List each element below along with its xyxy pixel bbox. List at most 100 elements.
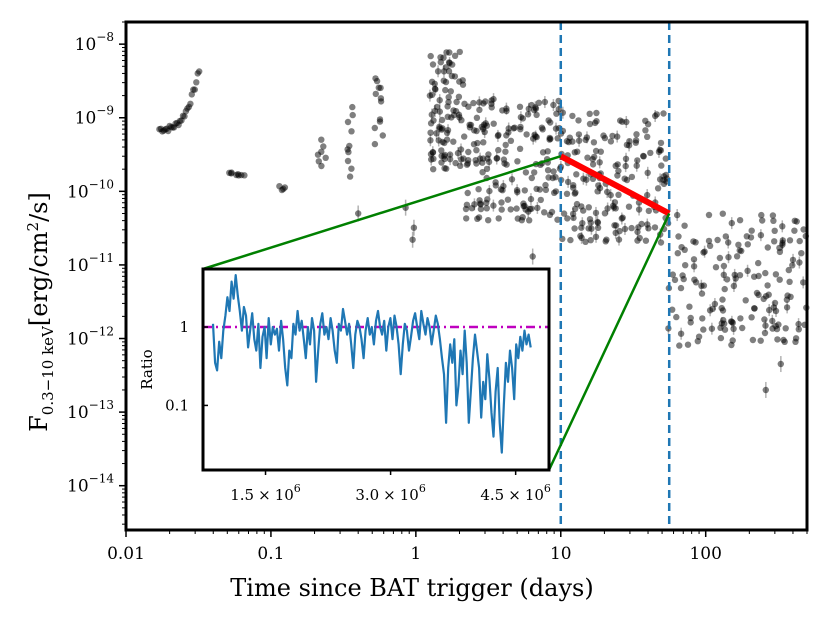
data-point (730, 325, 737, 332)
data-point (755, 259, 762, 267)
data-point (438, 159, 445, 166)
data-point (698, 282, 705, 289)
data-point (686, 303, 693, 310)
data-point (720, 271, 727, 278)
data-point (346, 173, 354, 180)
data-point (660, 173, 667, 180)
data-point (377, 84, 384, 92)
data-point (755, 291, 762, 299)
data-point (436, 97, 443, 104)
data-point (446, 151, 454, 158)
data-point (193, 79, 200, 86)
data-point (462, 205, 470, 213)
data-point (796, 237, 803, 245)
data-point (706, 242, 714, 249)
data-point (502, 141, 509, 149)
data-point (443, 165, 450, 172)
data-point (486, 187, 493, 195)
inset-x-tick-label: 3.0 × 106 (355, 482, 426, 504)
inset-x-tick-times: × (258, 486, 271, 504)
data-point (490, 202, 497, 209)
data-point (571, 190, 578, 197)
data-point (473, 114, 481, 122)
data-point (563, 190, 571, 197)
data-point (433, 130, 440, 137)
data-point (534, 204, 541, 212)
data-point (428, 91, 436, 99)
data-point (483, 199, 490, 206)
data-point (690, 238, 697, 245)
inset-x-tick-mantissa: 1.5 (230, 486, 254, 504)
data-point (662, 155, 669, 162)
data-point (449, 61, 456, 68)
y-tick-label: 10−11 (67, 251, 114, 276)
data-point (623, 141, 631, 149)
data-point (772, 271, 780, 278)
data-point (468, 205, 476, 212)
data-point (784, 292, 791, 299)
data-point (698, 290, 706, 297)
data-point (669, 271, 676, 278)
data-point (238, 171, 245, 179)
data-point (461, 133, 468, 140)
data-point (541, 209, 548, 216)
data-point (507, 206, 514, 213)
data-point (645, 207, 652, 215)
data-point (739, 324, 746, 332)
data-point (441, 139, 448, 147)
data-point (188, 91, 195, 98)
data-point (526, 217, 533, 224)
data-point (594, 224, 602, 231)
data-point (744, 267, 751, 274)
data-point (575, 117, 582, 124)
data-point (537, 196, 544, 204)
data-point (494, 132, 502, 140)
data-point (372, 90, 379, 98)
y-tick-exponent: −13 (89, 398, 114, 412)
data-point (592, 233, 600, 240)
data-point (437, 54, 444, 61)
data-point (482, 98, 489, 105)
data-point (513, 187, 521, 194)
data-point (483, 205, 490, 212)
data-point (578, 224, 585, 231)
data-point (492, 182, 499, 189)
data-point (542, 181, 549, 189)
data-point (451, 52, 459, 59)
data-point (700, 249, 707, 256)
data-point (493, 155, 501, 162)
data-point (573, 171, 580, 178)
data-point (680, 275, 687, 283)
data-point (789, 256, 797, 264)
y-tick-base: 10 (75, 35, 97, 55)
data-point (477, 205, 485, 213)
data-point (749, 336, 757, 344)
data-point (616, 227, 623, 235)
data-point (636, 234, 643, 242)
data-point (634, 157, 641, 164)
data-point (601, 210, 609, 217)
data-point (791, 227, 798, 234)
data-point (614, 172, 621, 179)
data-point (533, 185, 540, 193)
inset-ratio-series (211, 274, 532, 454)
data-point (700, 326, 707, 333)
data-point (600, 132, 607, 139)
data-point (769, 325, 776, 332)
data-point (553, 110, 560, 117)
data-point (642, 237, 650, 244)
data-point (728, 341, 735, 349)
data-point (764, 282, 771, 289)
data-point (498, 199, 505, 206)
data-point (795, 326, 802, 333)
data-point (669, 306, 676, 313)
data-point (603, 236, 610, 243)
main-overlay-layer (202, 22, 671, 530)
data-point (443, 129, 451, 136)
data-point (615, 191, 622, 198)
data-point (796, 259, 803, 266)
data-point (590, 139, 598, 146)
data-point (516, 145, 524, 152)
data-point (455, 93, 463, 101)
